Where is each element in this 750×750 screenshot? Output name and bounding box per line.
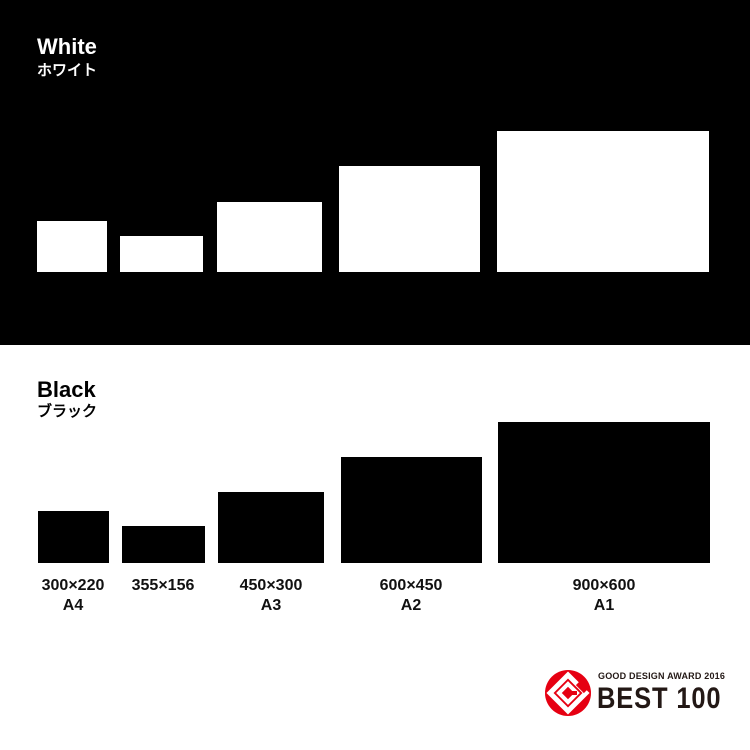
white-subtitle: ホワイト xyxy=(37,62,98,79)
white-title: White xyxy=(37,34,97,59)
black-sample-4 xyxy=(498,422,710,563)
size-label-3: 600×450 A2 xyxy=(379,577,443,614)
white-sample-2 xyxy=(217,202,322,272)
award-title: GOOD DESIGN AWARD 2016 xyxy=(598,671,726,681)
good-design-logo-icon xyxy=(545,670,591,716)
black-title: Black xyxy=(37,377,96,402)
black-sample-3 xyxy=(341,457,482,563)
size-label-1: 355×156 xyxy=(131,577,195,594)
black-sample-0 xyxy=(38,511,109,563)
award-best100: BEST 100 xyxy=(597,682,722,715)
black-subtitle: ブラック xyxy=(37,403,98,420)
size-label-4: 900×600 A1 xyxy=(572,577,636,614)
size-label-0: 300×220 A4 xyxy=(41,577,105,614)
black-sample-2 xyxy=(218,492,324,563)
size-label-2: 450×300 A3 xyxy=(239,577,303,614)
white-sample-1 xyxy=(120,236,203,272)
white-sample-4 xyxy=(497,131,709,272)
black-sample-1 xyxy=(122,526,205,563)
white-sample-0 xyxy=(37,221,107,272)
white-sample-3 xyxy=(339,166,480,272)
